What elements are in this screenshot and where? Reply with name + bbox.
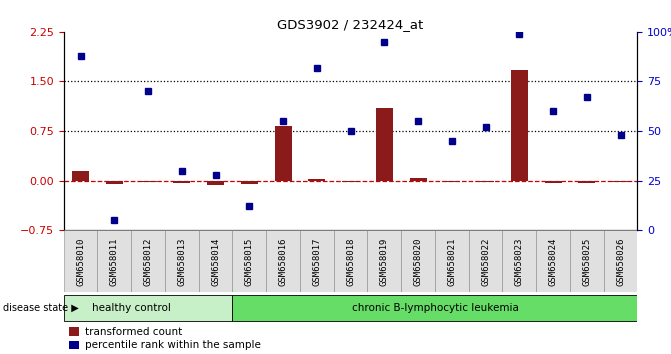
Bar	[64, 230, 97, 292]
Bar	[72, 171, 89, 181]
Bar	[410, 178, 427, 181]
Text: healthy control: healthy control	[92, 303, 170, 313]
Text: GSM658016: GSM658016	[278, 238, 288, 286]
Bar	[511, 70, 528, 181]
Bar	[435, 230, 469, 292]
Text: GSM658011: GSM658011	[110, 238, 119, 286]
Bar	[132, 230, 165, 292]
Bar	[342, 181, 359, 182]
Text: GSM658014: GSM658014	[211, 238, 220, 286]
Bar	[173, 181, 191, 183]
Bar	[612, 181, 629, 182]
Bar	[578, 181, 595, 183]
Bar	[545, 181, 562, 183]
Text: GSM658023: GSM658023	[515, 238, 524, 286]
Bar	[232, 295, 637, 321]
Text: GSM658017: GSM658017	[312, 238, 321, 286]
Text: GSM658019: GSM658019	[380, 238, 389, 286]
Bar	[333, 230, 368, 292]
Text: GSM658025: GSM658025	[582, 238, 591, 286]
Text: GSM658013: GSM658013	[177, 238, 187, 286]
Bar	[368, 230, 401, 292]
Bar	[604, 230, 637, 292]
Text: GSM658018: GSM658018	[346, 238, 355, 286]
Bar	[266, 230, 300, 292]
Bar	[64, 295, 232, 321]
Text: chronic B-lymphocytic leukemia: chronic B-lymphocytic leukemia	[352, 303, 519, 313]
Bar	[241, 181, 258, 184]
Bar	[536, 230, 570, 292]
Text: GSM658022: GSM658022	[481, 238, 490, 286]
Bar	[232, 230, 266, 292]
Title: GDS3902 / 232424_at: GDS3902 / 232424_at	[278, 18, 423, 31]
Bar	[376, 108, 393, 181]
Text: GSM658026: GSM658026	[616, 238, 625, 286]
Bar	[97, 230, 132, 292]
Bar	[300, 230, 333, 292]
Bar	[570, 230, 604, 292]
Text: GSM658021: GSM658021	[448, 238, 456, 286]
Text: GSM658015: GSM658015	[245, 238, 254, 286]
Bar	[444, 181, 460, 182]
Text: GSM658024: GSM658024	[549, 238, 558, 286]
Text: GSM658012: GSM658012	[144, 238, 152, 286]
Bar	[401, 230, 435, 292]
Text: GSM658020: GSM658020	[413, 238, 423, 286]
Bar	[140, 181, 156, 182]
Bar	[106, 181, 123, 184]
Text: GSM658010: GSM658010	[76, 238, 85, 286]
Bar	[207, 181, 224, 185]
Bar	[199, 230, 232, 292]
Text: disease state ▶: disease state ▶	[3, 303, 79, 313]
Bar	[503, 230, 536, 292]
Bar	[165, 230, 199, 292]
Bar	[309, 179, 325, 181]
Bar	[274, 126, 291, 181]
Bar	[469, 230, 503, 292]
Bar	[477, 181, 494, 182]
Legend: transformed count, percentile rank within the sample: transformed count, percentile rank withi…	[69, 327, 260, 350]
